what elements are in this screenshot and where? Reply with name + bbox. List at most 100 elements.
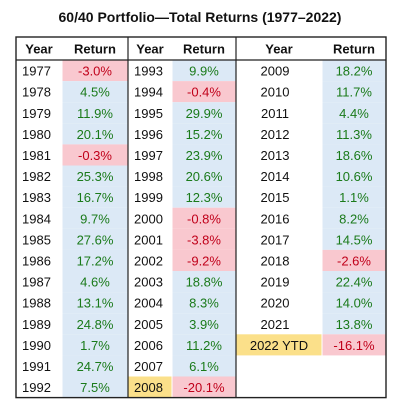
return-cell xyxy=(62,355,128,377)
return-cell xyxy=(62,81,128,103)
return-cell xyxy=(172,60,236,82)
return-cell xyxy=(322,165,386,187)
year-label: 1981 xyxy=(22,148,51,163)
return-cell xyxy=(172,249,236,271)
return-value: 4.6% xyxy=(80,275,110,290)
year-label: 2008 xyxy=(134,380,163,395)
year-label: 1979 xyxy=(22,106,51,121)
return-cell xyxy=(322,228,386,250)
return-value: 13.8% xyxy=(336,317,373,332)
year-label: 1982 xyxy=(22,169,51,184)
return-value: 4.5% xyxy=(80,85,110,100)
return-cell xyxy=(172,123,236,145)
return-value: 1.7% xyxy=(80,338,110,353)
return-cell xyxy=(172,102,236,124)
return-value: 22.4% xyxy=(336,275,373,290)
year-label: 1994 xyxy=(134,85,163,100)
return-value: 15.2% xyxy=(186,127,223,142)
return-cell xyxy=(322,102,386,124)
year-label: 2000 xyxy=(134,211,163,226)
year-label: 1988 xyxy=(22,296,51,311)
return-cell xyxy=(62,123,128,145)
return-cell xyxy=(172,355,236,377)
return-value: -3.0% xyxy=(78,64,112,79)
return-cell xyxy=(62,249,128,271)
header-return: Return xyxy=(183,42,225,57)
return-value: 25.3% xyxy=(77,169,114,184)
year-label: 2011 xyxy=(261,106,289,121)
return-cell xyxy=(172,186,236,208)
year-label: 2014 xyxy=(261,169,290,184)
year-label: 2004 xyxy=(134,296,163,311)
year-label: 2010 xyxy=(261,85,290,100)
return-value: 11.2% xyxy=(186,338,222,353)
return-value: 16.7% xyxy=(77,190,114,205)
return-value: 27.6% xyxy=(77,232,114,247)
year-label: 2013 xyxy=(261,148,290,163)
year-label: 2020 xyxy=(261,296,290,311)
return-value: -0.4% xyxy=(187,85,221,100)
return-cell xyxy=(172,292,236,314)
year-label: 1987 xyxy=(22,275,51,290)
return-cell xyxy=(62,313,128,335)
table-title: 60/40 Portfolio—Total Returns (1977–2022… xyxy=(58,9,342,25)
return-value: 29.9% xyxy=(186,106,223,121)
return-cell xyxy=(62,271,128,293)
return-cell xyxy=(172,207,236,229)
return-value: -2.6% xyxy=(337,253,371,268)
year-label: 1978 xyxy=(22,85,51,100)
year-label: 1980 xyxy=(22,127,51,142)
year-label: 2017 xyxy=(261,232,290,247)
return-cell xyxy=(172,228,236,250)
year-label: 2006 xyxy=(134,338,163,353)
return-value: 14.0% xyxy=(336,296,373,311)
return-cell xyxy=(172,144,236,166)
return-value: 10.6% xyxy=(336,169,373,184)
return-value: 9.7% xyxy=(80,211,110,226)
return-value: 23.9% xyxy=(186,148,223,163)
return-value: 20.6% xyxy=(186,169,223,184)
return-value: 3.9% xyxy=(189,317,219,332)
year-label: 1989 xyxy=(22,317,51,332)
year-label: 2022 YTD xyxy=(250,338,308,353)
year-label: 2015 xyxy=(261,190,290,205)
header-year: Year xyxy=(25,42,52,57)
year-label: 1983 xyxy=(22,190,51,205)
year-label: 1992 xyxy=(22,380,51,395)
year-label: 1999 xyxy=(134,190,163,205)
return-cell xyxy=(322,271,386,293)
return-cell xyxy=(62,228,128,250)
return-value: -20.1% xyxy=(183,380,225,395)
return-value: 24.8% xyxy=(77,317,114,332)
year-label: 2012 xyxy=(261,127,290,142)
return-cell xyxy=(322,60,386,82)
table-border xyxy=(15,36,387,399)
year-label: 1977 xyxy=(22,64,51,79)
return-cell xyxy=(62,165,128,187)
return-value: 12.3% xyxy=(186,190,223,205)
year-label: 1986 xyxy=(22,253,51,268)
year-label: 2007 xyxy=(134,359,163,374)
return-cell xyxy=(322,334,386,356)
header-year: Year xyxy=(136,42,163,57)
year-label: 2009 xyxy=(261,64,290,79)
year-label: 1991 xyxy=(22,359,51,374)
header-year: Year xyxy=(265,42,292,57)
return-cell xyxy=(322,292,386,314)
return-value: -3.8% xyxy=(187,232,221,247)
return-value: -9.2% xyxy=(187,253,221,268)
return-value: 6.1% xyxy=(189,359,219,374)
return-cell xyxy=(322,81,386,103)
return-cell xyxy=(172,376,236,398)
year-label: 2021 xyxy=(261,317,290,332)
year-label: 2005 xyxy=(134,317,163,332)
return-cell xyxy=(172,313,236,335)
year-label: 1990 xyxy=(22,338,51,353)
return-value: 20.1% xyxy=(77,127,114,142)
return-cell xyxy=(62,207,128,229)
year-label: 1997 xyxy=(134,148,163,163)
year-label: 1996 xyxy=(134,127,163,142)
return-value: 13.1% xyxy=(77,296,114,311)
return-cell xyxy=(172,334,236,356)
